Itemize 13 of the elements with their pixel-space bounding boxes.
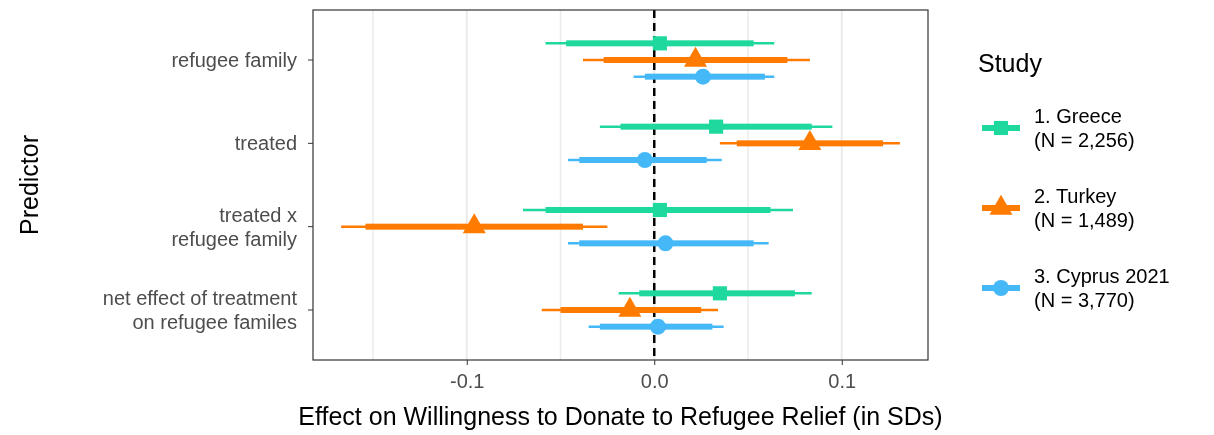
y-tick-label: treated x refugee family bbox=[171, 203, 297, 250]
legend-label: 1. Greece (N = 2,256) bbox=[1034, 105, 1135, 151]
x-tick-label: 0.1 bbox=[828, 370, 857, 392]
y-tick-label: treated bbox=[234, 132, 297, 155]
y-tick-label: net effect of treatment on refugee familes bbox=[102, 287, 298, 333]
x-tick-label: -0.1 bbox=[450, 370, 485, 392]
y-axis-title: Predictor bbox=[15, 134, 43, 236]
legend-title: Study bbox=[978, 49, 1043, 77]
y-tick-label: refugee family bbox=[171, 49, 297, 71]
legend-label: 3. Cyprus 2021 (N = 3,770) bbox=[1034, 265, 1170, 311]
legend-label: 2. Turkey (N = 1,489) bbox=[1034, 185, 1135, 231]
x-axis-title: Effect on Willingness to Donate to Refugee Relief (in SDs) bbox=[298, 402, 943, 430]
x-tick-label: 0.0 bbox=[640, 370, 669, 392]
